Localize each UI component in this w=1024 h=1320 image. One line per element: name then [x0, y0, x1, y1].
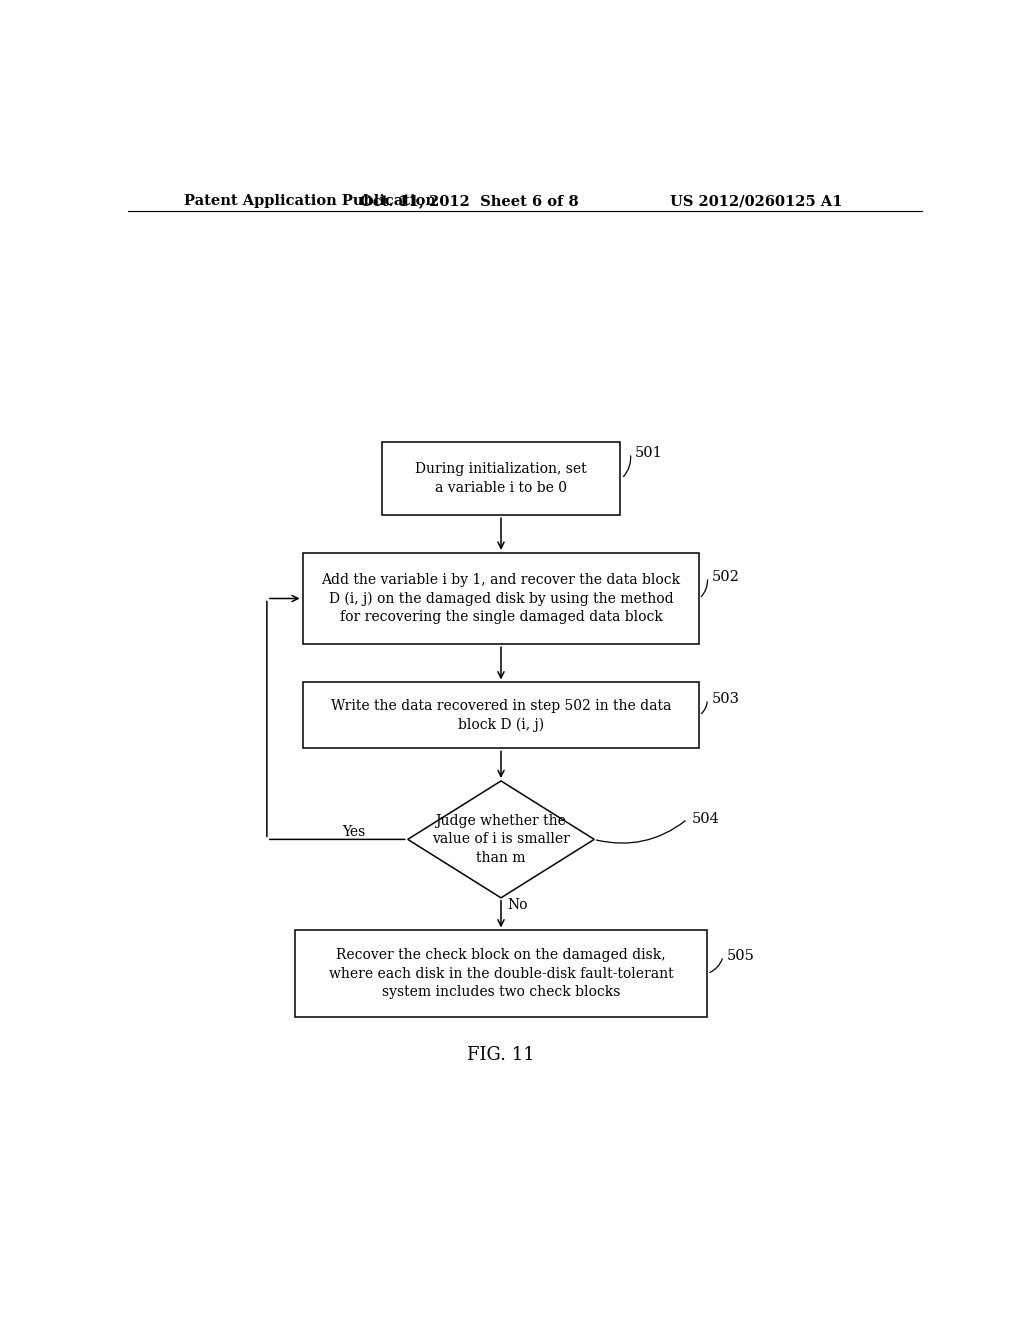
- Text: Recover the check block on the damaged disk,
where each disk in the double-disk : Recover the check block on the damaged d…: [329, 948, 674, 999]
- Bar: [295, 931, 708, 1016]
- Text: 503: 503: [712, 692, 739, 706]
- Text: During initialization, set
a variable i to be 0: During initialization, set a variable i …: [415, 462, 587, 495]
- Text: FIG. 11: FIG. 11: [467, 1045, 535, 1064]
- Text: Yes: Yes: [343, 825, 366, 840]
- Text: US 2012/0260125 A1: US 2012/0260125 A1: [670, 194, 842, 209]
- Text: No: No: [507, 899, 527, 912]
- Text: 505: 505: [727, 949, 755, 964]
- Text: Write the data recovered in step 502 in the data
block D (i, j): Write the data recovered in step 502 in …: [331, 698, 671, 731]
- Text: 502: 502: [712, 570, 739, 585]
- Bar: [382, 442, 620, 515]
- Polygon shape: [408, 781, 594, 898]
- Text: Patent Application Publication: Patent Application Publication: [183, 194, 435, 209]
- Text: Oct. 11, 2012  Sheet 6 of 8: Oct. 11, 2012 Sheet 6 of 8: [359, 194, 579, 209]
- Bar: [303, 682, 699, 748]
- Text: 501: 501: [634, 446, 663, 461]
- Text: Add the variable i by 1, and recover the data block
D (i, j) on the damaged disk: Add the variable i by 1, and recover the…: [322, 573, 681, 624]
- Text: 504: 504: [691, 812, 719, 826]
- Text: Judge whether the
value of i is smaller
than m: Judge whether the value of i is smaller …: [432, 814, 570, 865]
- Bar: [303, 553, 699, 644]
